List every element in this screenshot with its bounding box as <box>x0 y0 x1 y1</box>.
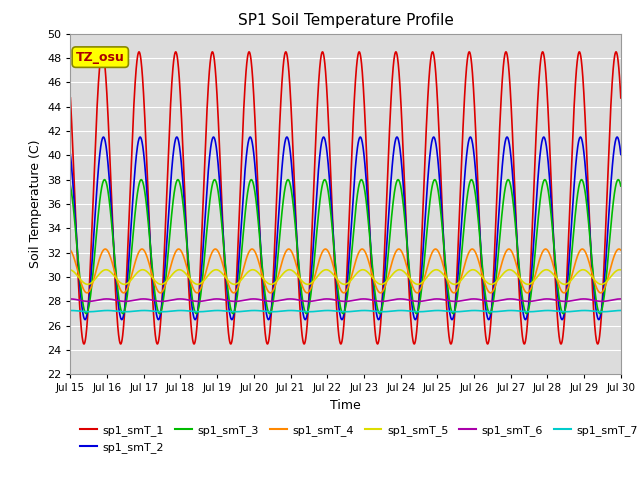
sp1_smT_7 <box>374 309 381 314</box>
sp1_smT_3 <box>374 305 381 311</box>
Line: sp1_smT_4: sp1_smT_4 <box>70 249 621 293</box>
sp1_smT_5 <box>451 281 458 287</box>
sp1_smT_1 <box>584 180 592 186</box>
sp1_smT_5 <box>362 267 369 273</box>
Line: sp1_smT_7: sp1_smT_7 <box>70 311 621 312</box>
X-axis label: Time: Time <box>330 399 361 412</box>
sp1_smT_2 <box>584 199 592 205</box>
sp1_smT_3 <box>506 178 513 184</box>
sp1_smT_6 <box>360 296 367 302</box>
sp1_smT_4 <box>374 287 381 293</box>
sp1_smT_3 <box>578 177 586 182</box>
sp1_smT_7 <box>569 309 577 314</box>
sp1_smT_2 <box>506 145 514 151</box>
Text: TZ_osu: TZ_osu <box>76 51 125 64</box>
sp1_smT_7 <box>506 308 514 313</box>
sp1_smT_2 <box>374 314 381 320</box>
sp1_smT_1 <box>227 341 235 347</box>
sp1_smT_6 <box>506 296 514 302</box>
sp1_smT_7 <box>220 308 228 314</box>
sp1_smT_6 <box>374 298 381 304</box>
sp1_smT_5 <box>374 280 381 286</box>
sp1_smT_2 <box>220 244 228 250</box>
sp1_smT_7 <box>617 308 625 313</box>
sp1_smT_7 <box>67 308 74 313</box>
Line: sp1_smT_2: sp1_smT_2 <box>70 137 621 320</box>
sp1_smT_5 <box>584 269 592 275</box>
sp1_smT_7 <box>362 308 370 313</box>
sp1_smT_3 <box>568 244 576 250</box>
sp1_smT_7 <box>305 309 313 314</box>
sp1_smT_4 <box>524 290 531 296</box>
sp1_smT_6 <box>362 296 369 302</box>
sp1_smT_1 <box>569 135 577 141</box>
sp1_smT_2 <box>412 317 419 323</box>
sp1_smT_1 <box>374 341 381 347</box>
sp1_smT_5 <box>67 267 74 273</box>
sp1_smT_4 <box>569 270 577 276</box>
Line: sp1_smT_5: sp1_smT_5 <box>70 270 621 284</box>
sp1_smT_6 <box>584 296 592 302</box>
Title: SP1 Soil Temperature Profile: SP1 Soil Temperature Profile <box>237 13 454 28</box>
sp1_smT_3 <box>559 311 567 316</box>
sp1_smT_4 <box>362 250 369 255</box>
sp1_smT_7 <box>324 308 332 313</box>
sp1_smT_3 <box>220 245 228 251</box>
sp1_smT_6 <box>220 297 228 302</box>
sp1_smT_4 <box>584 256 592 262</box>
sp1_smT_3 <box>362 192 369 197</box>
sp1_smT_3 <box>617 183 625 189</box>
sp1_smT_4 <box>506 246 513 252</box>
sp1_smT_1 <box>617 95 625 101</box>
sp1_smT_7 <box>584 308 592 313</box>
sp1_smT_1 <box>506 81 514 87</box>
sp1_smT_4 <box>617 247 625 253</box>
Line: sp1_smT_1: sp1_smT_1 <box>70 52 621 344</box>
Line: sp1_smT_6: sp1_smT_6 <box>70 299 621 301</box>
sp1_smT_1 <box>209 49 216 55</box>
sp1_smT_6 <box>569 298 577 303</box>
Legend: sp1_smT_1, sp1_smT_2, sp1_smT_3, sp1_smT_4, sp1_smT_5, sp1_smT_6, sp1_smT_7: sp1_smT_1, sp1_smT_2, sp1_smT_3, sp1_smT… <box>76 421 640 457</box>
sp1_smT_4 <box>220 265 228 271</box>
sp1_smT_5 <box>433 267 440 273</box>
sp1_smT_5 <box>506 267 514 273</box>
Line: sp1_smT_3: sp1_smT_3 <box>70 180 621 313</box>
sp1_smT_1 <box>362 135 370 141</box>
sp1_smT_2 <box>393 134 401 140</box>
sp1_smT_3 <box>67 183 74 189</box>
sp1_smT_5 <box>220 273 228 278</box>
sp1_smT_6 <box>378 299 386 304</box>
sp1_smT_2 <box>362 167 369 172</box>
sp1_smT_5 <box>569 276 577 281</box>
sp1_smT_1 <box>67 95 74 101</box>
sp1_smT_1 <box>220 257 228 263</box>
sp1_smT_4 <box>67 247 74 253</box>
sp1_smT_2 <box>67 152 74 157</box>
sp1_smT_4 <box>505 246 513 252</box>
sp1_smT_2 <box>569 204 577 210</box>
sp1_smT_2 <box>617 152 625 157</box>
sp1_smT_6 <box>617 296 625 302</box>
sp1_smT_6 <box>67 296 74 302</box>
sp1_smT_5 <box>617 267 625 273</box>
Y-axis label: Soil Temperature (C): Soil Temperature (C) <box>29 140 42 268</box>
sp1_smT_3 <box>584 213 592 218</box>
